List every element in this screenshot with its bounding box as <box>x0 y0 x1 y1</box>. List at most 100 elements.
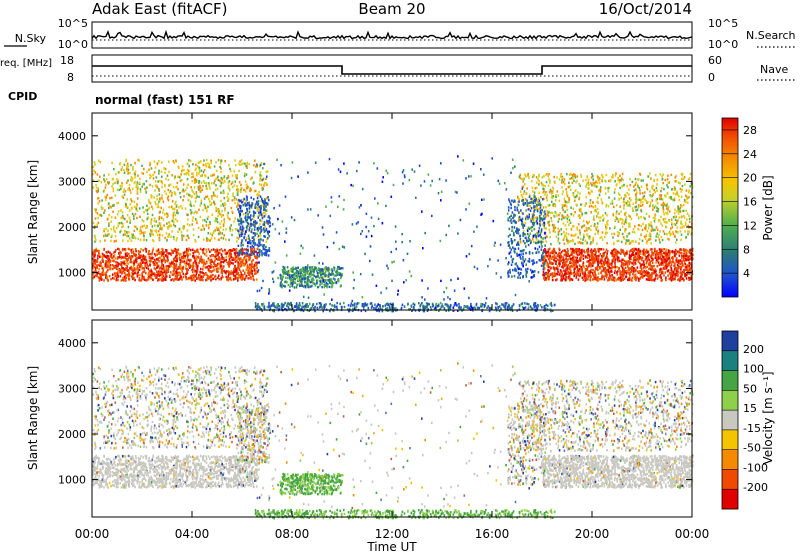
power-cell <box>205 182 208 185</box>
power-cell <box>105 178 108 181</box>
power-cell <box>107 262 109 265</box>
power-cell <box>133 267 136 270</box>
power-cell <box>260 162 263 165</box>
power-cell <box>159 180 161 183</box>
power-cell <box>670 274 672 277</box>
power-cell <box>154 268 157 271</box>
power-cell <box>104 233 107 236</box>
power-cell <box>285 271 288 274</box>
power-cell <box>172 220 175 223</box>
power-cell <box>149 176 151 180</box>
power-cell <box>548 278 550 281</box>
power-cell <box>104 263 107 266</box>
power-cell <box>151 229 154 232</box>
power-cell <box>179 191 181 195</box>
power-cell <box>139 188 142 191</box>
power-cell <box>578 250 581 253</box>
power-cell <box>312 278 315 282</box>
power-cell <box>249 263 251 266</box>
power-cell <box>164 183 166 187</box>
power-cell <box>112 210 114 213</box>
power-cell <box>323 275 325 278</box>
power-cell <box>677 259 680 262</box>
power-cell <box>547 273 550 277</box>
power-cell <box>260 183 263 187</box>
power-cell <box>161 185 163 189</box>
power-cell <box>215 252 218 255</box>
power-cell <box>240 260 242 264</box>
power-cell <box>214 188 217 191</box>
power-cell <box>654 256 657 259</box>
power-cell <box>97 254 99 257</box>
power-cell <box>106 218 109 221</box>
power-cell <box>149 275 152 279</box>
power-cell <box>162 273 164 276</box>
power-cell <box>245 199 247 203</box>
power-cell <box>178 206 180 209</box>
power-cell <box>123 261 125 264</box>
power-cell <box>617 278 620 281</box>
power-cell <box>651 185 653 188</box>
power-cell <box>217 270 219 273</box>
power-cell <box>159 233 161 236</box>
power-cell <box>192 278 195 281</box>
power-cell <box>223 202 226 205</box>
power-cell <box>296 276 298 279</box>
power-cell <box>226 276 229 280</box>
power-cell <box>295 275 297 278</box>
power-cell <box>122 196 125 199</box>
power-cell <box>227 192 229 195</box>
power-cell <box>253 164 255 167</box>
power-cell <box>663 274 665 277</box>
power-cell <box>232 271 234 274</box>
power-cell <box>184 188 187 192</box>
power-cell <box>299 271 301 274</box>
power-cell <box>128 183 131 187</box>
power-cell <box>175 253 178 256</box>
power-cell <box>550 266 553 270</box>
power-cell <box>168 184 170 187</box>
power-cell <box>667 174 669 177</box>
power-cell <box>108 232 110 236</box>
power-cell <box>181 165 184 168</box>
power-cell <box>167 269 169 273</box>
power-cell <box>96 249 99 252</box>
power-cell <box>220 181 223 184</box>
power-cell <box>603 262 605 265</box>
power-cell <box>638 257 641 261</box>
power-cell <box>608 275 611 279</box>
power-cell <box>207 205 209 209</box>
power-cell <box>559 212 561 215</box>
power-cell <box>558 264 561 268</box>
power-cell <box>206 273 208 277</box>
power-cell <box>259 208 262 212</box>
power-cell <box>661 258 664 261</box>
power-cell <box>128 187 130 190</box>
power-cell <box>619 274 622 277</box>
power-cell <box>253 238 255 242</box>
power-cell <box>656 274 659 277</box>
power-cell <box>192 175 194 178</box>
power-cell <box>594 255 597 258</box>
power-cell <box>562 262 564 265</box>
power-cell <box>623 270 625 273</box>
power-cell <box>150 167 153 170</box>
power-cell <box>240 263 242 266</box>
power-cell <box>139 226 142 229</box>
power-cell <box>164 190 166 193</box>
power-cell <box>245 251 248 254</box>
power-cell <box>590 252 593 255</box>
power-cell <box>261 186 263 190</box>
power-cell <box>684 265 687 269</box>
power-cell <box>128 277 130 281</box>
power-cell <box>650 242 652 245</box>
power-cell <box>683 278 685 282</box>
power-cell <box>242 243 244 247</box>
power-cell <box>568 257 571 260</box>
power-cell <box>102 260 104 263</box>
power-cell <box>566 251 569 254</box>
power-cell <box>292 280 294 284</box>
power-cell <box>559 258 561 261</box>
power-cell <box>575 276 577 280</box>
power-cell <box>195 192 198 196</box>
